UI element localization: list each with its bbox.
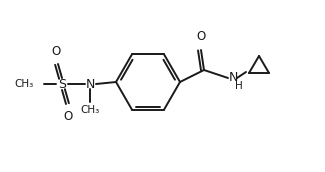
Text: S: S [58,78,66,90]
Text: CH₃: CH₃ [80,105,100,115]
Text: CH₃: CH₃ [15,79,34,89]
Text: O: O [51,45,61,58]
Text: O: O [63,110,72,123]
Text: H: H [235,81,243,91]
Text: N: N [85,78,95,90]
Text: O: O [196,30,206,43]
Text: N: N [229,71,238,83]
